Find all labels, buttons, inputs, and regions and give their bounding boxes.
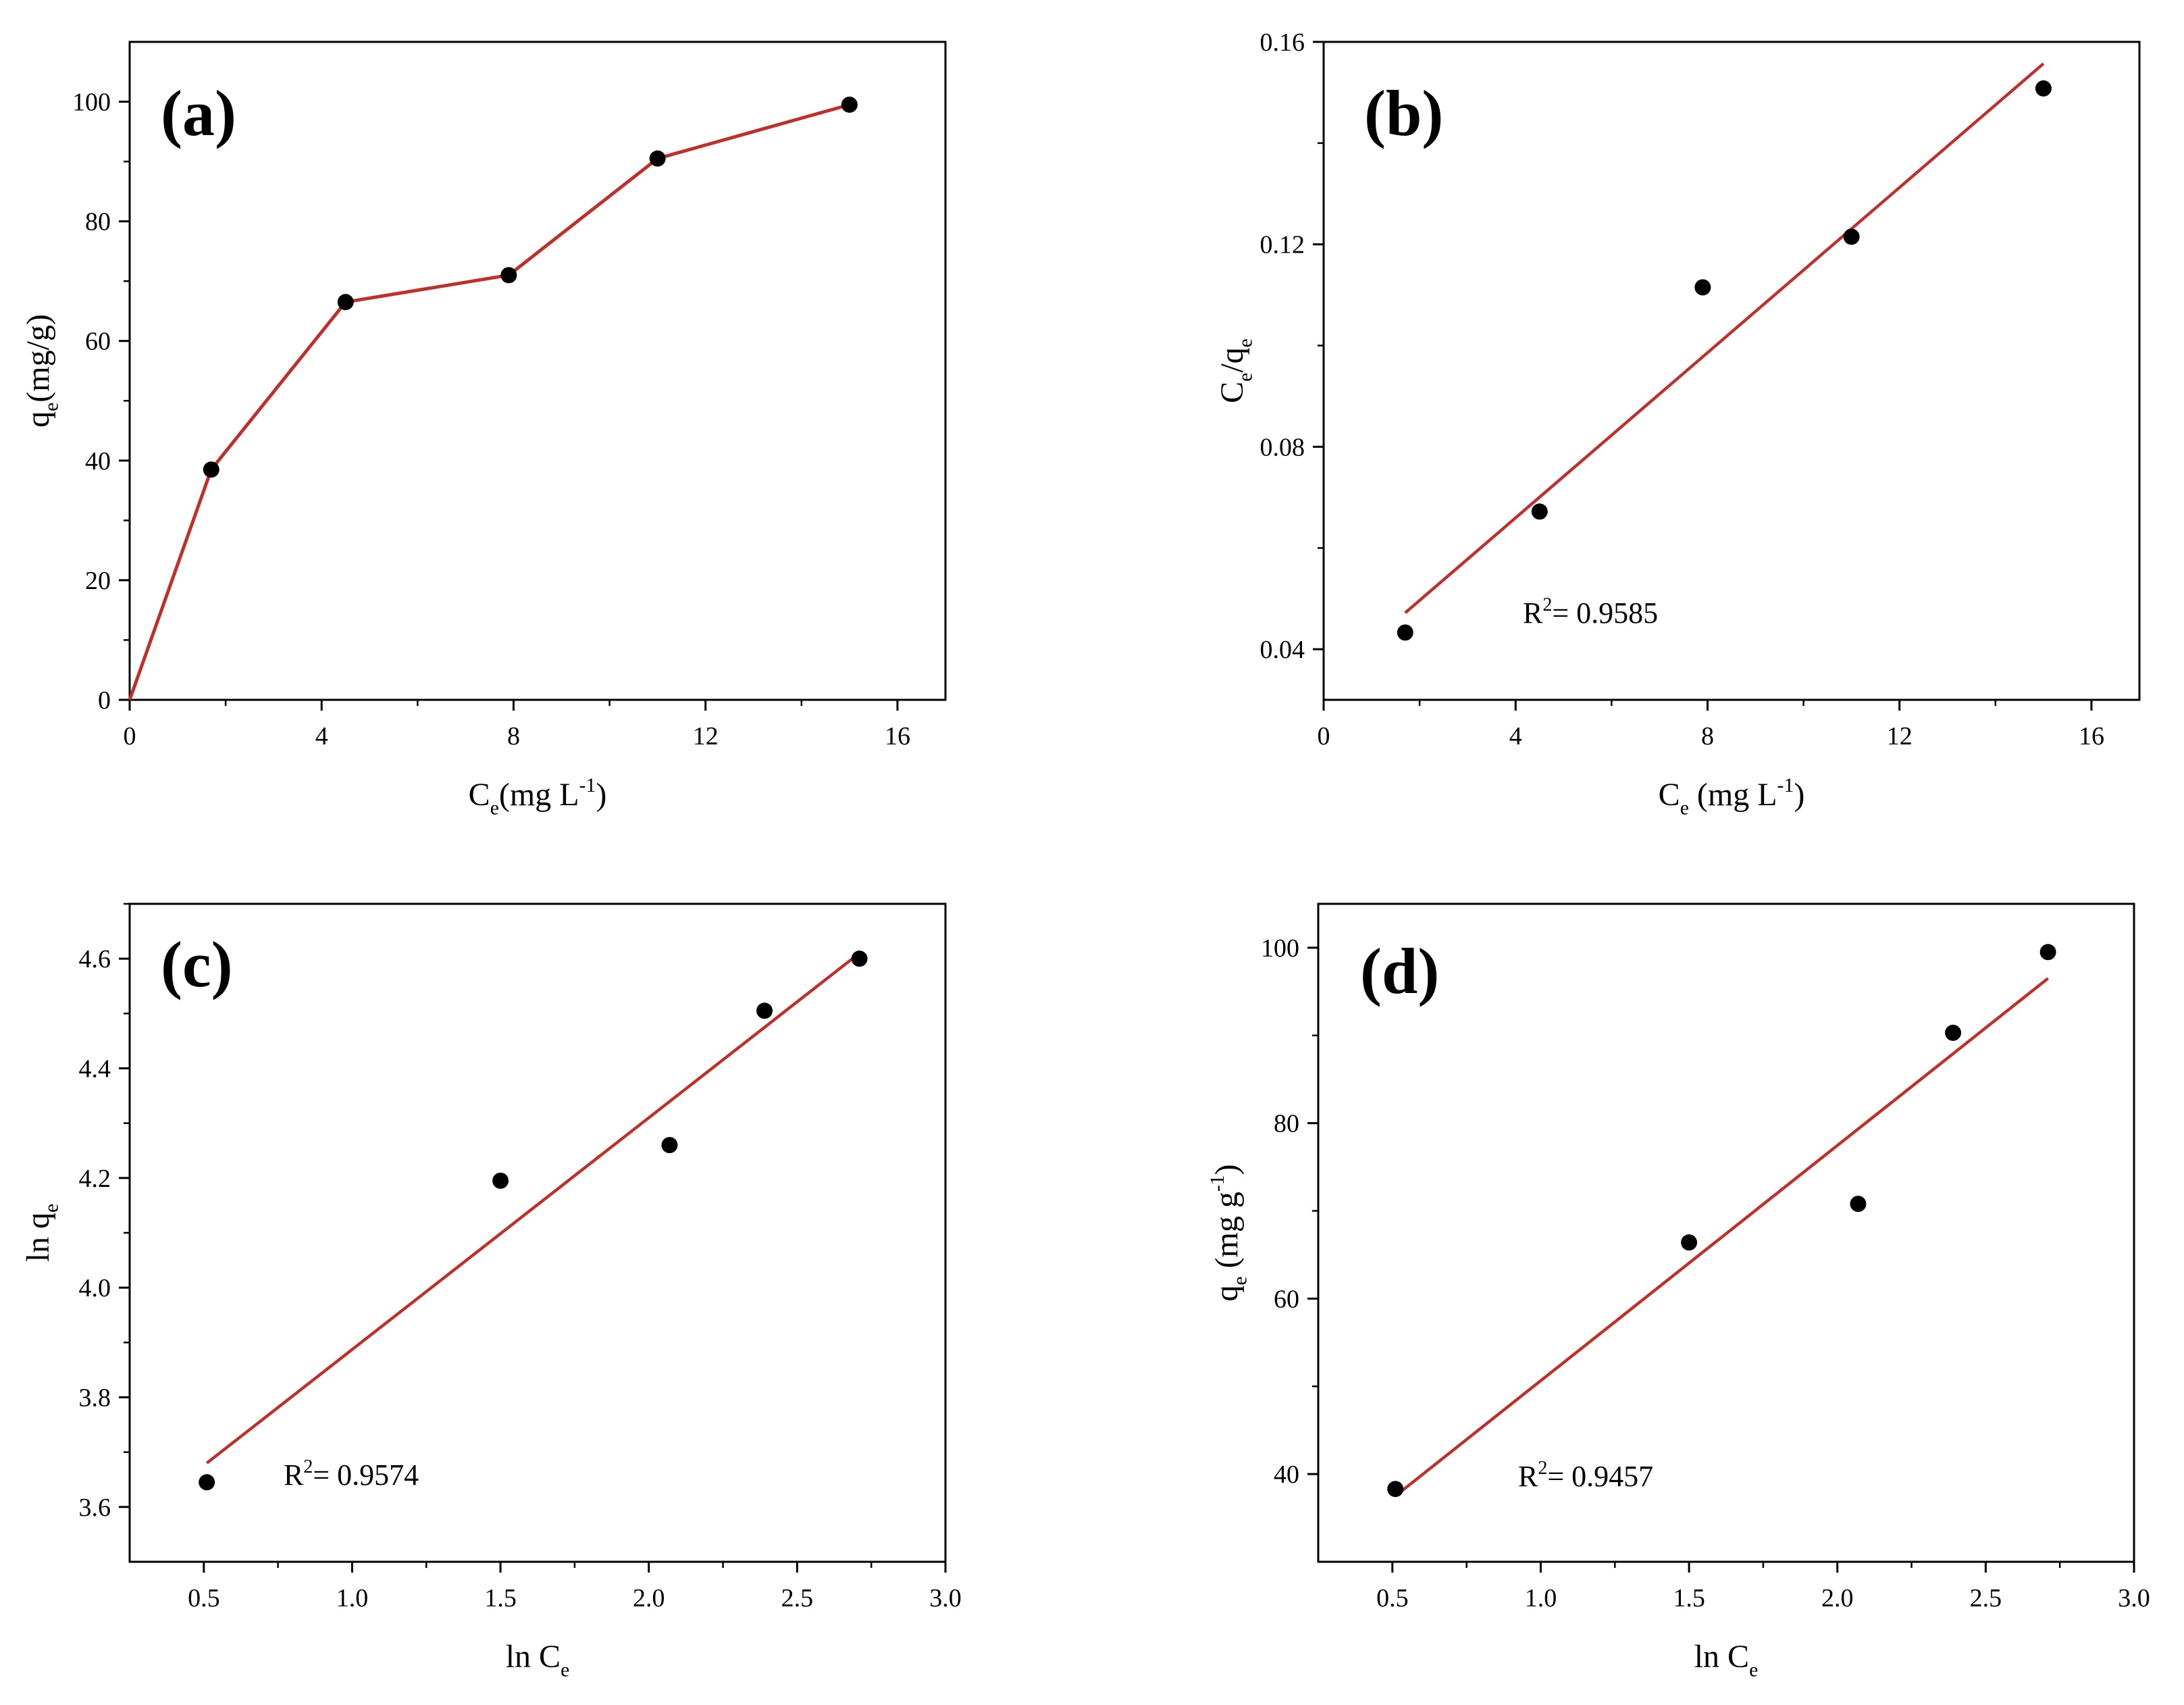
data-point-a xyxy=(841,96,858,113)
x-tick-label: 4 xyxy=(315,722,328,750)
fit-line-c xyxy=(205,952,860,1465)
y-tick-label: 0.04 xyxy=(1260,636,1305,664)
r2-annotation: R2= 0.9585 xyxy=(1523,594,1658,630)
data-point-c xyxy=(492,1172,509,1189)
panel-b: 0 4 8 12 16 0.04 0.08 0.12 0.16 Ce (mg L-1) Ce/qe (… xyxy=(1214,28,2141,819)
data-point-d xyxy=(2039,944,2056,961)
y-tick-label: 0.16 xyxy=(1260,28,1305,57)
data-point-c xyxy=(756,1002,773,1019)
x-tick-label: 3.0 xyxy=(2118,1584,2150,1612)
panel-label: (c) xyxy=(161,928,233,1000)
y-tick-label: 0.08 xyxy=(1260,433,1305,461)
x-tick-label: 12 xyxy=(693,722,719,750)
x-tick-label: 0 xyxy=(1318,722,1330,750)
data-point-d xyxy=(1850,1196,1867,1213)
data-point-b xyxy=(1397,624,1413,641)
x-axis-label: ln Ce xyxy=(1694,1639,1759,1681)
x-axis-label: Ce(mg L-1) xyxy=(469,774,607,819)
x-tick-label: 8 xyxy=(1701,722,1714,750)
y-tick-label: 4.2 xyxy=(79,1165,111,1193)
y-tick-label: 4.4 xyxy=(79,1055,111,1084)
y-axis-label: qe(mg/g) xyxy=(20,314,62,428)
panel-label: (a) xyxy=(161,77,236,149)
axes-frame-b xyxy=(1322,41,2141,701)
fit-line-b xyxy=(1404,62,2045,614)
data-point-d xyxy=(1387,1481,1404,1498)
x-tick-label: 16 xyxy=(2079,722,2104,750)
panel-a: 0 4 8 12 16 0 20 40 60 80 100 Ce(mg L-1) qe(mg/g) (a) xyxy=(20,41,947,819)
r2-annotation: R2= 0.9574 xyxy=(284,1456,419,1492)
data-point-b xyxy=(2035,80,2052,97)
y-tick-label: 4.0 xyxy=(79,1274,111,1302)
data-point-a xyxy=(203,461,219,478)
panel-label: (d) xyxy=(1360,935,1439,1007)
x-axis-label: Ce (mg L-1) xyxy=(1659,774,1805,819)
x-tick-label: 2.5 xyxy=(1970,1584,2002,1612)
axes-frame-d xyxy=(1317,902,2135,1563)
x-tick-label: 3.0 xyxy=(929,1584,962,1612)
fit-line-d xyxy=(1394,977,2050,1498)
data-point-b xyxy=(1843,228,1860,245)
y-tick-label: 4.6 xyxy=(79,945,111,973)
y-tick-label: 100 xyxy=(72,88,111,117)
x-tick-label: 1.0 xyxy=(1525,1584,1557,1612)
data-point-c xyxy=(199,1474,215,1491)
panel-d: 0.5 1.0 1.5 2.0 2.5 3.0 40 60 80 100 ln Ce qe (mg g… xyxy=(1206,902,2150,1681)
data-point-c xyxy=(661,1137,678,1154)
x-tick-label: 8 xyxy=(507,722,520,750)
panel-c: 0.5 1.0 1.5 2.0 2.5 3.0 3.6 3.8 4.0 4.2 4.4 4.6 ln C… xyxy=(20,902,962,1681)
x-tick-label: 1.5 xyxy=(484,1584,517,1612)
data-point-d xyxy=(1681,1234,1698,1251)
data-point-b xyxy=(1531,503,1548,520)
x-axis-label: ln Ce xyxy=(506,1639,570,1681)
data-point-b xyxy=(1694,279,1711,296)
y-tick-label: 0.12 xyxy=(1260,231,1305,259)
y-tick-label: 80 xyxy=(85,208,111,236)
x-tick-label: 2.0 xyxy=(633,1584,665,1612)
data-point-c xyxy=(851,950,868,967)
y-axis-label: Ce/qe xyxy=(1214,338,1256,403)
panel-label: (b) xyxy=(1364,77,1443,149)
y-tick-label: 100 xyxy=(1261,934,1299,963)
y-tick-label: 60 xyxy=(85,328,111,356)
r2-annotation: R2= 0.9457 xyxy=(1518,1458,1653,1493)
x-tick-label: 1.5 xyxy=(1673,1584,1705,1612)
x-tick-label: 2.5 xyxy=(781,1584,814,1612)
y-axis-label: qe (mg g-1) xyxy=(1206,1164,1251,1301)
y-tick-label: 3.8 xyxy=(79,1384,111,1413)
y-tick-label: 3.6 xyxy=(79,1494,111,1522)
data-point-a xyxy=(500,267,517,284)
series-line-a xyxy=(128,103,850,701)
axes-frame-c xyxy=(128,902,947,1563)
x-tick-label: 0.5 xyxy=(1376,1584,1409,1612)
x-tick-label: 2.0 xyxy=(1821,1584,1854,1612)
data-point-a xyxy=(337,294,354,311)
x-tick-label: 0 xyxy=(124,722,136,750)
y-tick-label: 60 xyxy=(1274,1285,1299,1313)
y-tick-label: 40 xyxy=(85,447,111,476)
data-point-d xyxy=(1945,1024,1962,1041)
y-tick-label: 80 xyxy=(1274,1110,1299,1138)
y-tick-label: 20 xyxy=(85,567,111,595)
axes-frame-a xyxy=(128,41,947,701)
x-tick-label: 1.0 xyxy=(336,1584,369,1612)
x-tick-label: 12 xyxy=(1887,722,1913,750)
x-tick-label: 16 xyxy=(885,722,910,750)
y-axis-label: ln qe xyxy=(20,1204,62,1263)
y-tick-label: 0 xyxy=(98,686,111,715)
data-point-a xyxy=(649,150,666,167)
x-tick-label: 0.5 xyxy=(188,1584,220,1612)
y-tick-label: 40 xyxy=(1274,1460,1299,1489)
x-tick-label: 4 xyxy=(1509,722,1522,750)
